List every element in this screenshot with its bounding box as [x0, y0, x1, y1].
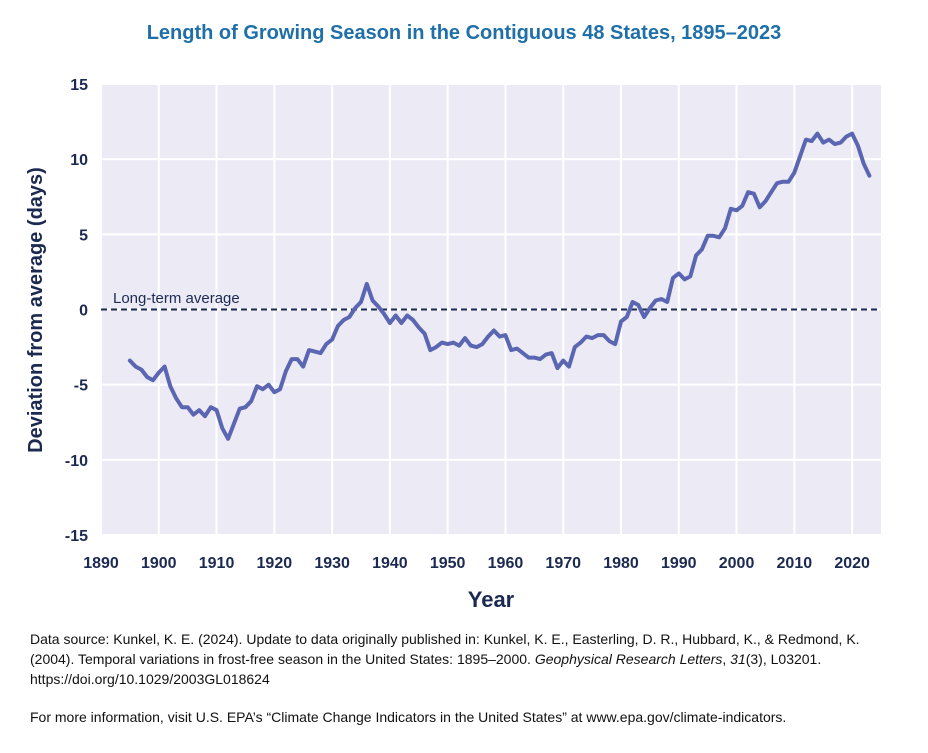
- y-axis-label: Deviation from average (days): [25, 167, 47, 453]
- x-tick-label: 1980: [603, 555, 639, 572]
- y-tick-label: 0: [79, 303, 88, 320]
- x-tick-label: 1940: [372, 555, 408, 572]
- source-text: Data source: Kunkel, K. E. (2024). Updat…: [30, 631, 860, 667]
- x-tick-label: 1900: [141, 555, 177, 572]
- x-tick-label: 1910: [199, 555, 235, 572]
- x-tick-label: 1950: [430, 555, 466, 572]
- y-tick-label: -10: [65, 453, 88, 470]
- series-layer: [127, 131, 872, 441]
- y-tick-label: 10: [70, 152, 88, 169]
- x-tick-label: 1920: [257, 555, 293, 572]
- data-source-note: Data source: Kunkel, K. E. (2024). Updat…: [30, 629, 900, 689]
- y-tick-label: -15: [65, 528, 88, 545]
- y-tick-label: 5: [79, 227, 88, 244]
- y-tick-label: 15: [70, 77, 88, 94]
- x-axis-ticks: 1890 1900 1910 1920 1930 1940 1950 1960 1970 1980…: [83, 555, 870, 572]
- x-tick-label: 1890: [83, 555, 119, 572]
- x-tick-label: 1970: [545, 555, 581, 572]
- journal-name: Geophysical Research Letters: [534, 651, 723, 667]
- x-tick-label: 1930: [314, 555, 350, 572]
- more-info-note: For more information, visit U.S. EPA’s “…: [30, 709, 787, 725]
- x-tick-label: 2000: [719, 555, 755, 572]
- y-tick-label: -5: [74, 378, 88, 395]
- y-axis-ticks: 15 10 5 0 -5 -10 -15: [65, 77, 88, 545]
- journal-volume: 31: [730, 651, 746, 667]
- x-axis-label: Year: [468, 587, 515, 612]
- line-chart: Long-term average 1890 1900 1910 1920 1930 19…: [25, 77, 881, 612]
- long-term-average-label: Long-term average: [113, 290, 240, 307]
- chart-title: Length of Growing Season in the Contiguo…: [146, 22, 782, 44]
- x-tick-label: 1960: [488, 555, 524, 572]
- x-tick-label: 2020: [834, 555, 870, 572]
- x-tick-label: 2010: [777, 555, 813, 572]
- series-line: [127, 131, 872, 441]
- source-citation-end: (3), L03201. https://doi.org/10.1029/200…: [30, 651, 822, 687]
- source-sep: ,: [722, 651, 731, 667]
- x-tick-label: 1990: [661, 555, 697, 572]
